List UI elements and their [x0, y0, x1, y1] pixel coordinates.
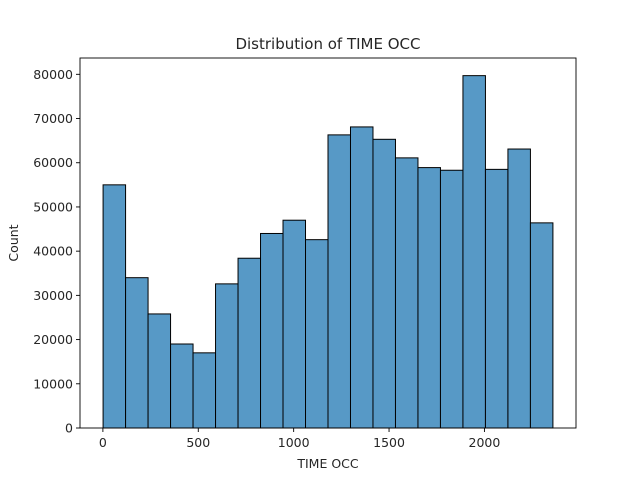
histogram-bar	[192, 352, 217, 429]
histogram-bar	[484, 168, 509, 429]
x-tick-label: 500	[186, 435, 210, 450]
y-tick-label: 10000	[33, 376, 73, 391]
plot-area-frame	[79, 57, 577, 429]
x-tick-label: 1000	[278, 435, 310, 450]
histogram-bar	[327, 134, 351, 429]
y-tick-label: 40000	[33, 244, 73, 259]
x-tick-label: 0	[99, 435, 107, 450]
histogram-bar	[170, 343, 194, 429]
y-tick-label: 0	[65, 421, 73, 436]
y-tick-label: 70000	[33, 111, 73, 126]
histogram-bar	[237, 257, 262, 429]
histogram-bar	[102, 184, 127, 429]
histogram-bar	[305, 239, 329, 429]
x-tick-label: 1500	[373, 435, 405, 450]
histogram-bar	[417, 167, 441, 429]
x-tick-label: 2000	[469, 435, 501, 450]
histogram-bar	[282, 219, 307, 429]
x-axis-label: TIME OCC	[296, 456, 359, 471]
histogram-bar	[507, 148, 531, 429]
histogram-bar	[260, 232, 284, 429]
y-axis-ticks: 0 10000 20000 30000 40000 50000 60000 70000 8000…	[33, 67, 80, 436]
histogram-bar	[125, 277, 149, 429]
x-axis-ticks: 0 500 1000 1500 2000	[99, 428, 500, 450]
histogram-bar	[147, 313, 172, 429]
y-tick-label: 80000	[33, 67, 73, 82]
histogram-bar	[215, 283, 239, 429]
y-tick-label: 20000	[33, 332, 73, 347]
histogram-bar	[462, 75, 486, 429]
histogram-bar	[394, 157, 419, 429]
y-tick-label: 60000	[33, 155, 73, 170]
y-tick-label: 30000	[33, 288, 73, 303]
y-tick-label: 50000	[33, 199, 73, 214]
histogram-bar	[372, 138, 396, 429]
y-axis-label: Count	[6, 224, 21, 261]
histogram-bar	[349, 126, 374, 429]
histogram-bar	[529, 222, 554, 429]
bars-group	[102, 75, 554, 429]
histogram-bar	[439, 169, 464, 429]
chart-title: Distribution of TIME OCC	[235, 35, 420, 53]
